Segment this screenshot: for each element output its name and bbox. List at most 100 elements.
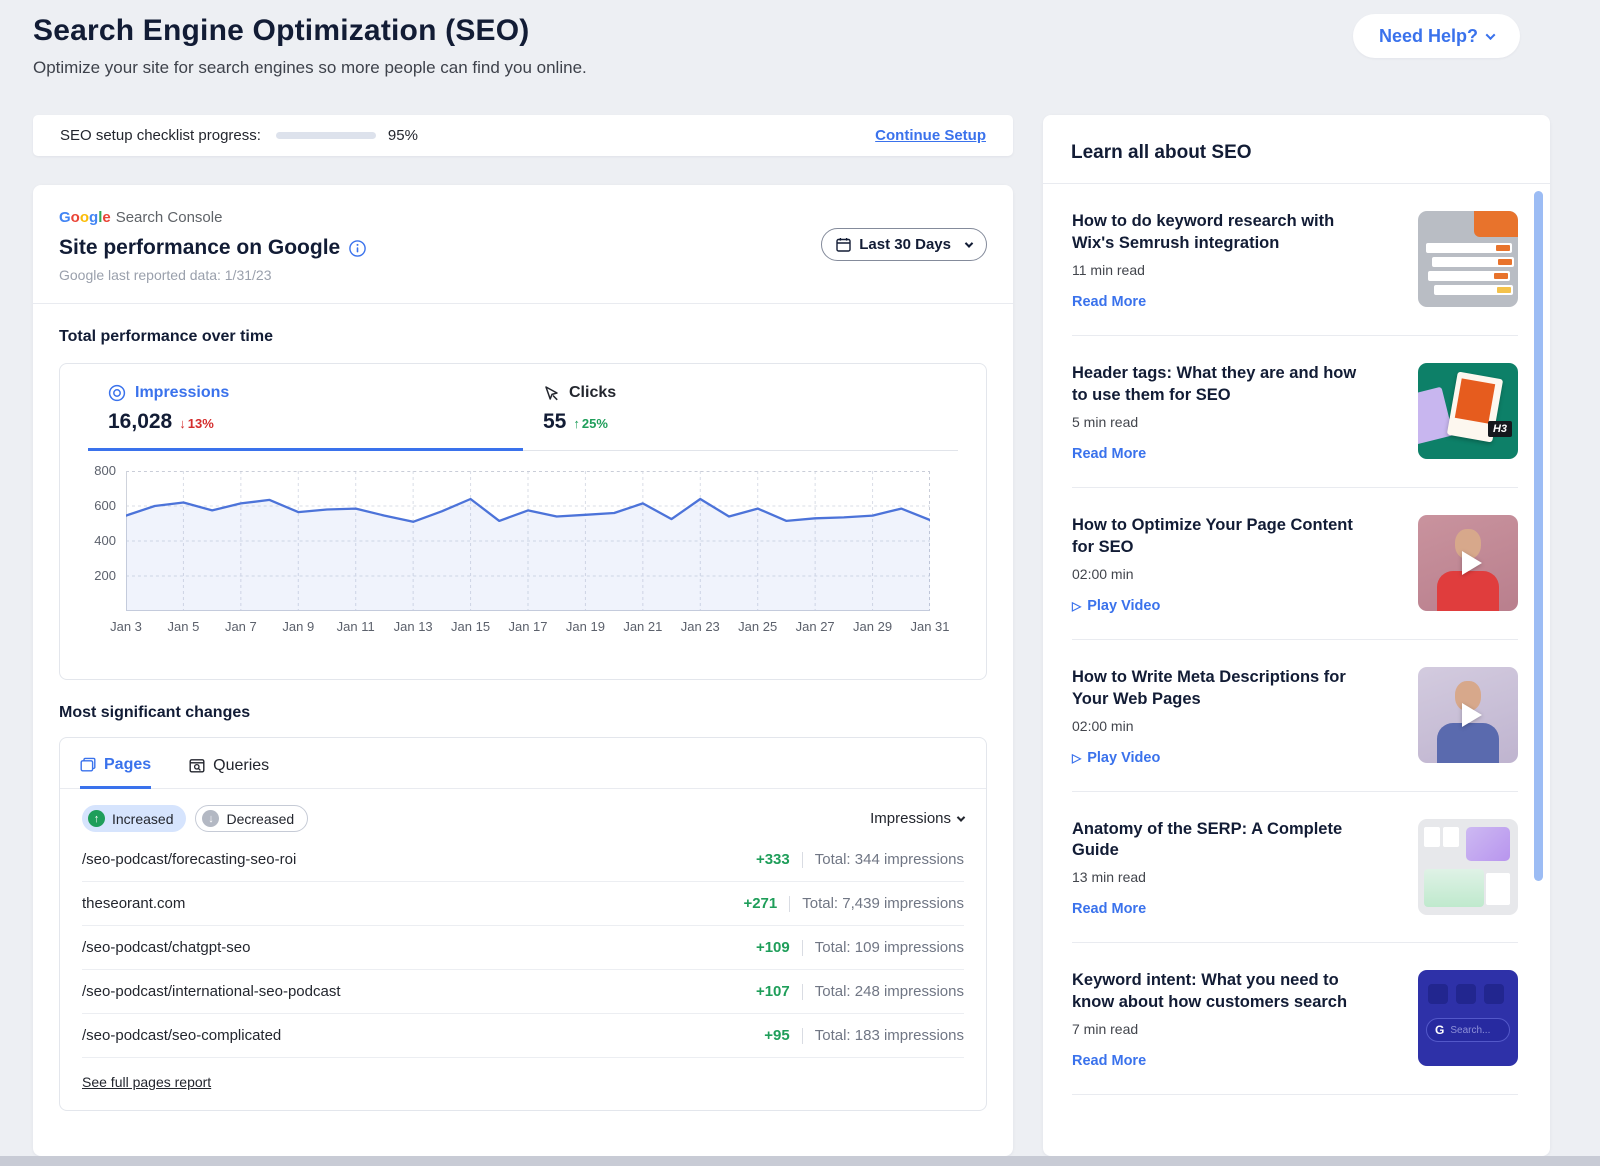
divider [801, 939, 803, 956]
date-range-button[interactable]: Last 30 Days [821, 228, 987, 261]
need-help-button[interactable]: Need Help? [1352, 14, 1520, 58]
changes-section-title: Most significant changes [59, 704, 251, 721]
tab-queries-label: Queries [213, 757, 270, 774]
article-read-time: 13 min read [1072, 869, 1146, 886]
row-total-impressions: Total: 183 impressions [814, 1027, 964, 1044]
need-help-label: Need Help? [1378, 25, 1478, 46]
article-title: How to Write Meta Descriptions for Your … [1072, 667, 1346, 708]
tab-pages[interactable]: Pages [80, 756, 152, 789]
sidebar-scrollbar[interactable] [1534, 191, 1543, 881]
play-video-link[interactable]: Play Video [1072, 598, 1160, 614]
row-change-value: +95 [764, 1027, 790, 1044]
filter-chip-decreased[interactable]: Decreased [195, 805, 309, 832]
chevron-down-icon [964, 238, 974, 248]
list-item[interactable]: How to Write Meta Descriptions for Your … [1072, 640, 1518, 792]
row-page-path: theseorant.com [82, 895, 186, 912]
chart-x-axis-labels: Jan 3 Jan 5 Jan 7 Jan 9 Jan 11 Jan 13 Jan 15 Ja… [110, 619, 950, 634]
video-thumbnail[interactable] [1418, 666, 1518, 763]
clicks-change: 25% [573, 416, 608, 431]
list-item[interactable]: Header tags: What they are and how to us… [1072, 336, 1518, 488]
decrease-arrow-icon [202, 810, 220, 827]
article-title: How to do keyword research with Wix's Se… [1072, 212, 1335, 252]
checklist-progress-bar [275, 132, 376, 139]
row-page-path: /seo-podcast/international-seo-podcast [82, 983, 341, 1000]
tab-queries[interactable]: Queries [189, 756, 269, 788]
filter-increased-label: Increased [112, 810, 174, 827]
checklist-percent: 95% [387, 127, 418, 144]
page-header: Search Engine Optimization (SEO) Optimiz… [33, 14, 587, 78]
card-title: Site performance on Google [59, 236, 341, 259]
h3-tag-label: H3 [1487, 420, 1512, 437]
checklist-label: SEO setup checklist progress: [60, 127, 261, 144]
sort-metric-dropdown[interactable]: Impressions [870, 810, 966, 827]
impressions-icon [108, 384, 126, 402]
list-item[interactable]: How to do keyword research with Wix's Se… [1072, 184, 1518, 336]
filter-chip-increased[interactable]: Increased [82, 805, 187, 832]
play-icon [1072, 598, 1081, 614]
learn-seo-sidebar: Learn all about SEO How to do keyword re… [1043, 115, 1550, 1156]
window-bottom-edge [0, 1156, 1600, 1166]
table-row[interactable]: /seo-podcast/seo-complicated +95 Total: 1… [82, 1014, 964, 1058]
last-reported-text: Google last reported data: 1/31/23 [59, 267, 272, 283]
site-performance-card: Google Search Console Site performance on… [33, 185, 1013, 1156]
list-item[interactable]: Anatomy of the SERP: A Complete Guide 13… [1072, 792, 1518, 944]
increase-arrow-icon [88, 810, 105, 827]
play-video-label: Play Video [1087, 749, 1161, 766]
article-thumbnail[interactable]: G Search... [1418, 970, 1518, 1067]
list-item[interactable]: How to Optimize Your Page Content for SE… [1072, 488, 1518, 640]
page-title: Search Engine Optimization (SEO) [33, 14, 530, 47]
seo-checklist-bar: SEO setup checklist progress: 95% Contin… [33, 115, 1013, 156]
row-total-impressions: Total: 344 impressions [814, 851, 964, 868]
tab-impressions[interactable]: Impressions 16,028 13% [88, 364, 523, 451]
article-title: Anatomy of the SERP: A Complete Guide [1072, 819, 1343, 860]
row-page-path: /seo-podcast/forecasting-seo-roi [82, 851, 297, 868]
see-full-pages-report-link[interactable]: See full pages report [82, 1074, 212, 1090]
read-more-label: Read More [1072, 901, 1147, 918]
clicks-cursor-icon [545, 385, 558, 400]
list-item[interactable]: Keyword intent: What you need to know ab… [1072, 943, 1518, 1096]
article-thumbnail[interactable] [1418, 818, 1518, 915]
article-thumbnail[interactable]: H3 [1418, 362, 1518, 459]
read-more-link[interactable]: Read More [1072, 1053, 1146, 1069]
search-console-label: Search Console [115, 209, 223, 226]
continue-setup-link[interactable]: Continue Setup [875, 127, 986, 144]
read-more-label: Read More [1072, 1053, 1147, 1070]
google-g-icon: G [1435, 1023, 1445, 1038]
play-video-label: Play Video [1087, 597, 1161, 614]
play-icon [1072, 750, 1081, 766]
play-video-link[interactable]: Play Video [1072, 750, 1160, 766]
read-more-label: Read More [1072, 293, 1147, 310]
read-more-link[interactable]: Read More [1072, 446, 1146, 462]
read-more-link[interactable]: Read More [1072, 294, 1146, 310]
queries-icon [189, 759, 205, 773]
read-more-label: Read More [1072, 445, 1147, 462]
chart-plot-area [126, 471, 930, 611]
divider [801, 983, 803, 1000]
article-title: Keyword intent: What you need to know ab… [1072, 971, 1348, 1012]
table-row[interactable]: theseorant.com +271 Total: 7,439 impressi… [82, 882, 964, 926]
video-thumbnail[interactable] [1418, 514, 1518, 611]
performance-line-chart[interactable]: 800 600 400 200 Jan 3 Jan 5 Jan 7 Jan 9 Jan 11 J… [94, 463, 950, 641]
read-more-link[interactable]: Read More [1072, 901, 1146, 917]
divider [801, 851, 803, 868]
tab-clicks[interactable]: Clicks 55 25% [523, 364, 958, 451]
table-row[interactable]: /seo-podcast/international-seo-podcast +… [82, 970, 964, 1014]
significant-changes-card: Pages Queries Increased Decreased Impres… [59, 737, 987, 1111]
google-wordmark: Google [59, 209, 111, 226]
performance-section-title: Total performance over time [59, 328, 273, 345]
google-search-console-logo: Google Search Console [59, 209, 987, 226]
divider [801, 1027, 803, 1044]
impressions-value: 16,028 [108, 410, 173, 433]
row-total-impressions: Total: 109 impressions [814, 939, 964, 956]
article-thumbnail[interactable] [1418, 211, 1518, 307]
row-total-impressions: Total: 248 impressions [814, 983, 964, 1000]
impressions-label: Impressions [135, 384, 230, 401]
search-placeholder-text: Search... [1450, 1024, 1491, 1036]
date-range-label: Last 30 Days [859, 236, 951, 253]
table-row[interactable]: /seo-podcast/forecasting-seo-roi +333 Tot… [82, 838, 964, 882]
row-change-value: +271 [743, 895, 778, 912]
info-icon[interactable] [349, 239, 367, 257]
row-page-path: /seo-podcast/chatgpt-seo [82, 939, 251, 956]
table-row[interactable]: /seo-podcast/chatgpt-seo +109 Total: 109 … [82, 926, 964, 970]
filter-decreased-label: Decreased [226, 810, 295, 827]
